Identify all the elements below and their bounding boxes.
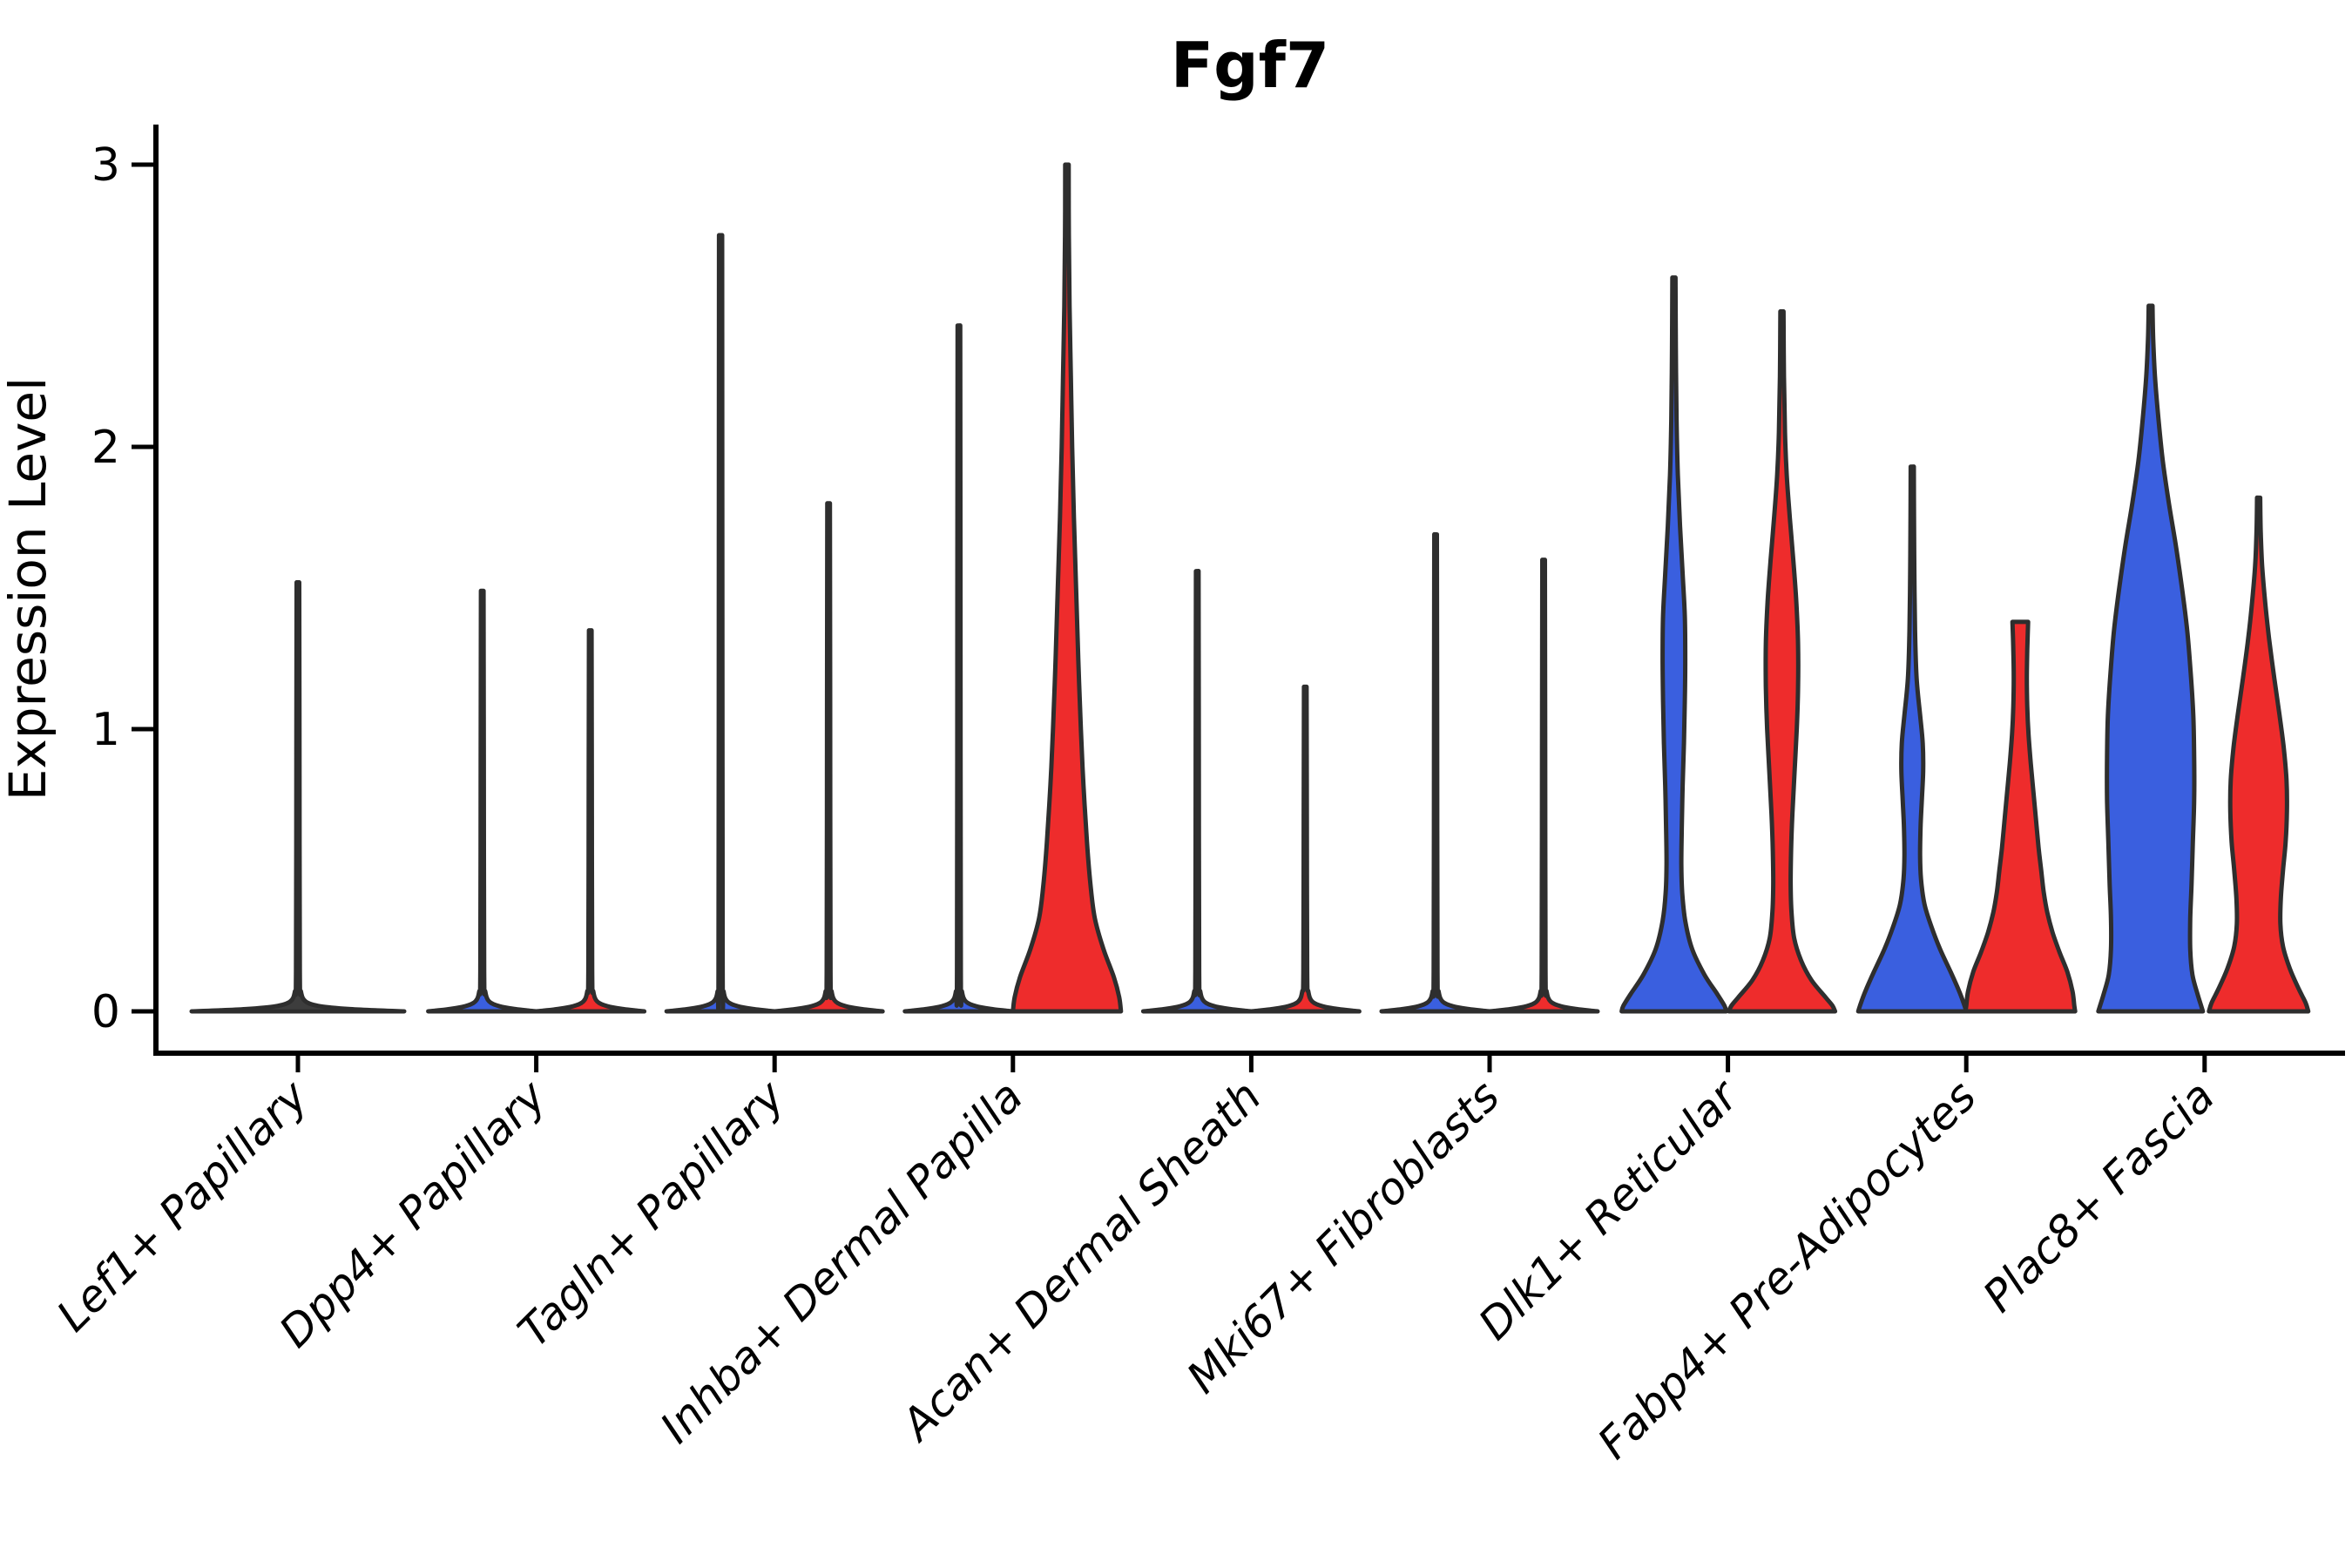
violin-acan-dermal-sheath-blue xyxy=(1140,569,1254,1014)
axes xyxy=(132,125,2345,1072)
violin-tagln-papillary-blue xyxy=(664,233,777,1014)
plot-title: Fgf7 xyxy=(1171,29,1329,102)
violin-plac8-fascia-red xyxy=(2207,495,2311,1014)
violin-dlk1-reticular-blue xyxy=(1619,275,1729,1014)
violin-mki67-fibroblasts-red xyxy=(1487,558,1600,1014)
x-tick-label: Lef1+ Papillary xyxy=(47,1070,318,1341)
violin-plac8-fascia-blue xyxy=(2096,303,2206,1014)
x-tick-label: Dlk1+ Reticular xyxy=(1469,1069,1749,1349)
y-tick-label-1: 1 xyxy=(91,704,120,756)
violin-fabp4-pre-adipocytes-red xyxy=(1963,619,2078,1014)
violin-acan-dermal-sheath-red xyxy=(1248,684,1362,1014)
violin-dlk1-reticular-red xyxy=(1727,308,1838,1014)
violin-dpp4-papillary-blue xyxy=(426,588,539,1014)
y-axis-title: Expression Level xyxy=(0,377,57,801)
violin-mki67-fibroblasts-blue xyxy=(1379,531,1492,1014)
violin-tagln-papillary-red xyxy=(772,501,885,1014)
violin-fabp4-pre-adipocytes-blue xyxy=(1855,464,1969,1014)
y-tick-label-2: 2 xyxy=(91,422,120,474)
x-tick-label: Plac8+ Fascia xyxy=(1973,1071,2224,1321)
violin-dpp4-papillary-red xyxy=(534,628,647,1014)
y-tick-label-3: 3 xyxy=(91,139,120,192)
violin-inhba-dermal-papilla-blue xyxy=(902,323,1016,1014)
y-tick-label-0: 0 xyxy=(91,986,120,1038)
violin-inhba-dermal-papilla-red xyxy=(1010,162,1124,1014)
violin-lef1-papillary-single xyxy=(189,580,407,1014)
x-tick-label: Tagln+ Papillary xyxy=(509,1070,795,1356)
violins xyxy=(189,162,2311,1014)
x-tick-label: Dpp4+ Papillary xyxy=(270,1070,557,1356)
x-tick-label: Fabp4+ Pre-Adipocytes xyxy=(1588,1071,1986,1469)
